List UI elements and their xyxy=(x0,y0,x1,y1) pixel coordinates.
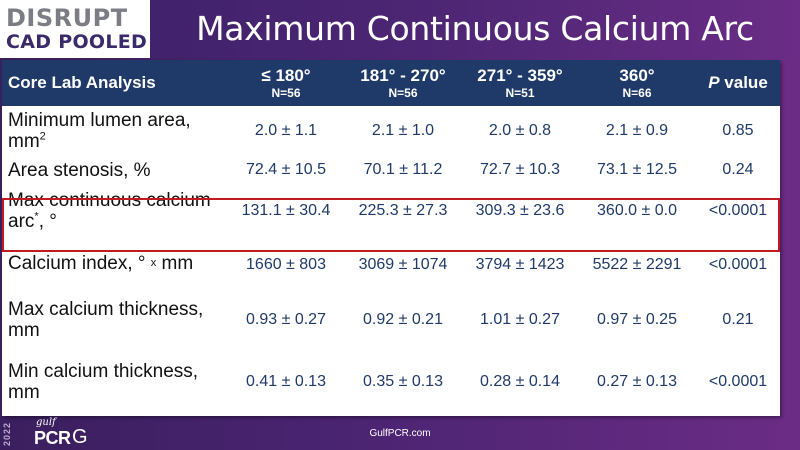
table-cell: 72.4 ± 10.5 xyxy=(246,161,326,178)
table-cell-p: 0.85 xyxy=(722,122,754,139)
logo-line2: CAD POOLED xyxy=(6,31,148,53)
column-header-main: ≤ 180° xyxy=(261,66,311,85)
logo-line1: DISRUPT xyxy=(6,4,128,32)
footer-brand-suffix: G xyxy=(72,426,88,448)
table-cell: 2.1 ± 1.0 xyxy=(371,122,435,139)
table-row: Max calcium thickness, mm 0.93 ± 0.27 0.… xyxy=(2,292,780,348)
column-header-n: N=56 xyxy=(388,86,418,100)
table-cell: 0.97 ± 0.25 xyxy=(597,311,677,328)
row-label: Area stenosis, % xyxy=(8,159,151,181)
table-cell: 0.93 ± 0.27 xyxy=(246,311,326,328)
column-header-p-value: P value xyxy=(696,60,780,106)
table-row-highlighted: Max continuous calcium arc*, ° 131.1 ± 3… xyxy=(2,184,780,238)
superscript: * xyxy=(34,210,39,223)
table-cell: 3069 ± 1074 xyxy=(358,256,448,273)
column-header-360: 360° N=66 xyxy=(578,60,696,106)
superscript: 2 xyxy=(39,130,46,143)
footer-brand-main: PCR xyxy=(34,428,71,448)
table-cell: 5522 ± 2291 xyxy=(592,256,682,273)
table-cell-p: 0.24 xyxy=(722,161,754,178)
table-cell-p: <0.0001 xyxy=(708,202,768,219)
column-header-n: N=56 xyxy=(271,86,301,100)
p-value-label: value xyxy=(724,73,768,92)
table-row: Min calcium thickness, mm 0.41 ± 0.13 0.… xyxy=(2,348,780,416)
table-row: Calcium index, ° x mm 1660 ± 803 3069 ± … xyxy=(2,238,780,292)
table-cell-p: <0.0001 xyxy=(708,373,768,390)
results-table: Core Lab Analysis ≤ 180° N=56 181° - 270… xyxy=(2,60,780,416)
column-header-271-359: 271° - 359° N=51 xyxy=(462,60,578,106)
p-italic: P xyxy=(708,73,720,92)
table-cell: 73.1 ± 12.5 xyxy=(597,161,677,178)
table-cell: 1660 ± 803 xyxy=(246,256,326,273)
table-cell: 360.0 ± 0.0 xyxy=(597,202,677,219)
row-label: Max continuous calcium arc*, ° xyxy=(8,190,211,232)
column-header-main: 360° xyxy=(619,66,655,85)
table-cell: 3794 ± 1423 xyxy=(475,256,565,273)
table-cell: 0.28 ± 0.14 xyxy=(480,373,560,390)
table-cell: 131.1 ± 30.4 xyxy=(241,202,331,219)
column-header-core-lab: Core Lab Analysis xyxy=(8,73,156,92)
table-cell: 225.3 ± 27.3 xyxy=(358,202,448,219)
column-header-main: 181° - 270° xyxy=(360,66,446,85)
table-cell: 0.92 ± 0.21 xyxy=(363,311,443,328)
table-cell-p: 0.21 xyxy=(722,311,754,328)
row-label: Min calcium thickness, mm xyxy=(8,361,199,403)
table-row: Minimum lumen area, mm2 2.0 ± 1.1 2.1 ± … xyxy=(2,106,780,156)
table-cell: 309.3 ± 23.6 xyxy=(475,202,565,219)
table-cell: 70.1 ± 11.2 xyxy=(363,161,443,178)
row-label: Minimum lumen area, mm2 xyxy=(8,110,191,152)
table-header-row: Core Lab Analysis ≤ 180° N=56 181° - 270… xyxy=(2,60,780,106)
table-cell: 2.0 ± 1.1 xyxy=(254,122,318,139)
column-header-le180: ≤ 180° N=56 xyxy=(228,60,344,106)
table-cell: 0.35 ± 0.13 xyxy=(363,373,443,390)
table-cell: 0.27 ± 0.13 xyxy=(597,373,677,390)
results-table-container: Core Lab Analysis ≤ 180° N=56 181° - 270… xyxy=(2,60,780,416)
header-bar: DISRUPT CAD POOLED Maximum Continuous Ca… xyxy=(0,0,800,58)
row-label: Calcium index, ° x mm xyxy=(8,253,194,274)
table-cell: 0.41 ± 0.13 xyxy=(246,373,326,390)
disrupt-cad-logo: DISRUPT CAD POOLED xyxy=(0,0,150,58)
footer-brand-small: gulf xyxy=(36,417,56,428)
column-header-n: N=51 xyxy=(505,86,535,100)
page-title: Maximum Continuous Calcium Arc xyxy=(196,9,754,48)
table-cell-p: <0.0001 xyxy=(708,256,768,273)
column-header-181-270: 181° - 270° N=56 xyxy=(344,60,462,106)
table-cell: 1.01 ± 0.27 xyxy=(480,311,560,328)
table-cell: 2.1 ± 0.9 xyxy=(605,122,669,139)
table-cell: 2.0 ± 0.8 xyxy=(488,122,552,139)
table-cell: 72.7 ± 10.3 xyxy=(480,161,560,178)
table-row: Area stenosis, % 72.4 ± 10.5 70.1 ± 11.2… xyxy=(2,156,780,184)
footer-url: GulfPCR.com xyxy=(369,428,431,439)
multiply-sign: x xyxy=(150,257,157,269)
column-header-main: 271° - 359° xyxy=(477,66,563,85)
row-label: Max calcium thickness, mm xyxy=(8,299,204,341)
column-header-n: N=66 xyxy=(622,86,652,100)
